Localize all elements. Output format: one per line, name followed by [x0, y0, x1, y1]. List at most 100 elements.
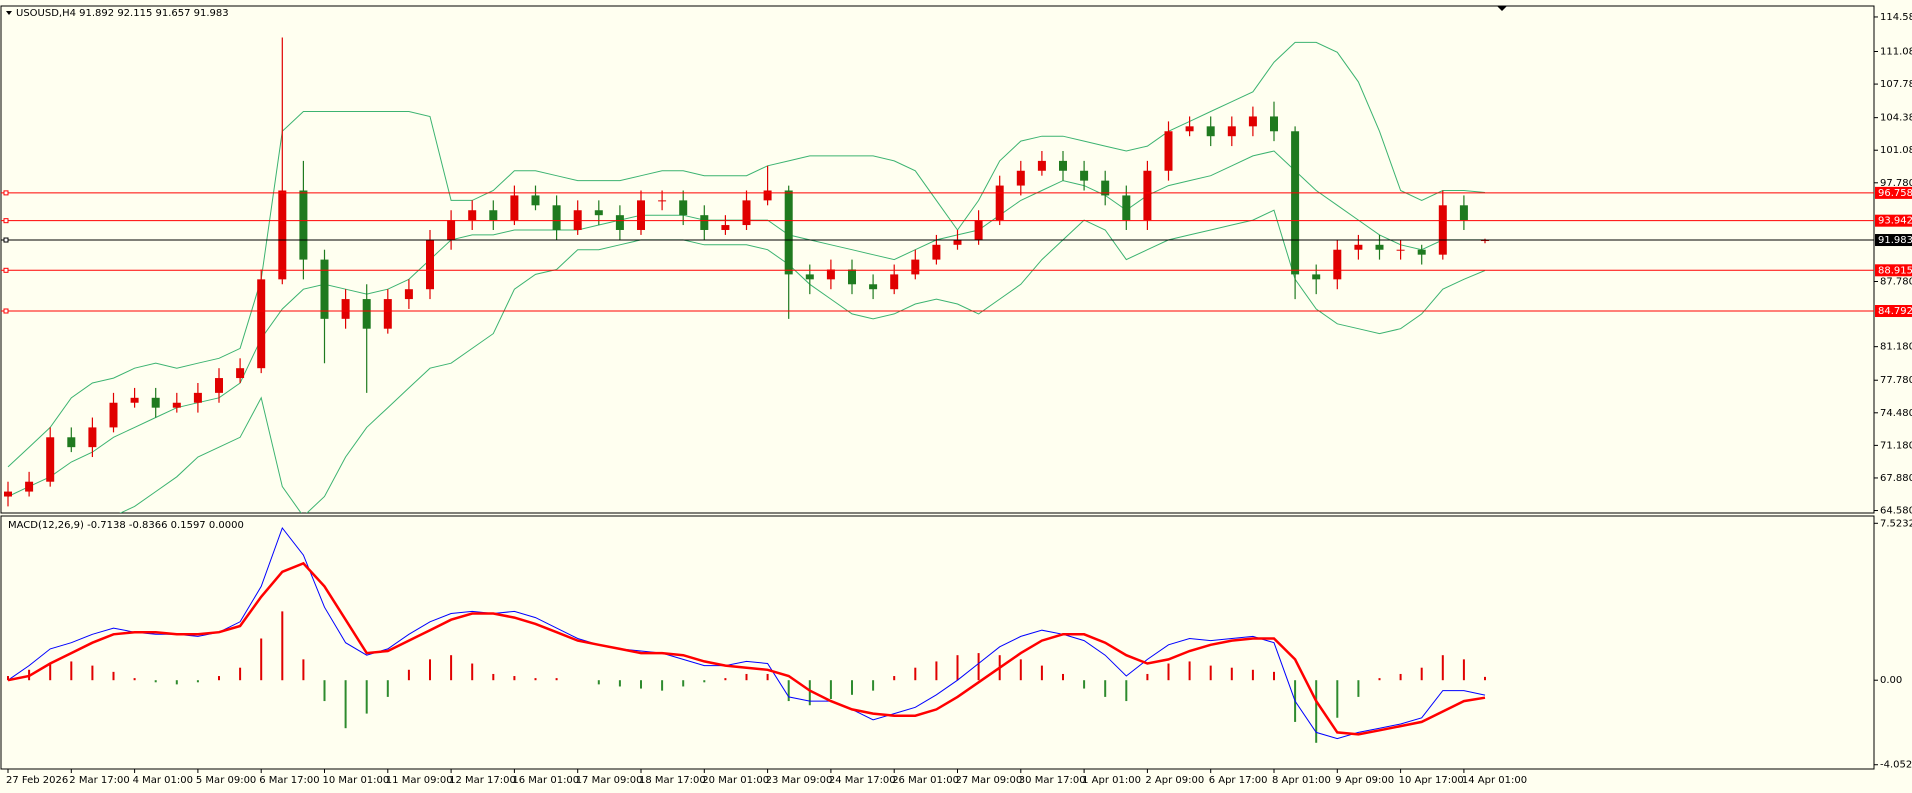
x-tick-label: 24 Mar 17:00 [829, 775, 896, 786]
candle-body [1185, 126, 1194, 132]
candle-body [1459, 205, 1468, 221]
x-tick-label: 30 Mar 17:00 [1019, 775, 1086, 786]
y-tick-label: 0.00 [1880, 675, 1902, 686]
candle-body [1143, 170, 1152, 221]
level-label: 91.983 [1878, 235, 1912, 246]
candle-body [932, 244, 941, 260]
y-tick-label: 107.780 [1880, 79, 1912, 90]
candle-body [1333, 249, 1342, 280]
plot-area [4, 37, 1489, 513]
candle-body [763, 190, 772, 201]
candle-body [1291, 131, 1300, 275]
candle-body [742, 200, 751, 226]
candle-body [637, 200, 645, 230]
candle-body [1016, 170, 1025, 186]
y-tick-label: -4.0526 [1880, 760, 1912, 771]
level-marker [3, 308, 9, 314]
candle-body [25, 481, 34, 492]
x-tick-label: 26 Mar 01:00 [892, 775, 959, 786]
candle-body [531, 195, 540, 206]
candle-body [278, 190, 287, 280]
x-tick-label: 9 Apr 09:00 [1335, 775, 1394, 786]
candle-body [552, 205, 561, 230]
candle-body [88, 427, 97, 448]
x-tick-label: 17 Mar 09:00 [576, 775, 643, 786]
y-tick-label: 111.080 [1880, 47, 1912, 58]
candle-body [257, 279, 266, 369]
candle-body [383, 299, 392, 329]
x-tick-label: 23 Mar 09:00 [766, 775, 833, 786]
y-tick-label: 104.380 [1880, 113, 1912, 124]
candle-body [320, 259, 329, 319]
candle-body [615, 215, 624, 230]
menu-triangle[interactable] [6, 11, 12, 15]
x-tick-label: 14 Apr 01:00 [1462, 775, 1527, 786]
candle-body [1206, 126, 1215, 137]
candle-body [1270, 116, 1278, 132]
candle-body [890, 274, 899, 290]
level-label: 84.792 [1878, 306, 1912, 317]
candle-body [1164, 131, 1173, 171]
level-marker [3, 237, 9, 243]
x-tick-label: 4 Mar 01:00 [133, 775, 193, 786]
shift-marker [1497, 6, 1507, 11]
candle-body [447, 220, 456, 240]
candle-body [869, 284, 878, 290]
candle-body [826, 269, 835, 280]
level-label: 93.942 [1878, 216, 1912, 227]
candle-body [236, 368, 245, 379]
candle-body [784, 190, 793, 275]
candle-body [573, 210, 582, 230]
candle-body [679, 200, 688, 216]
y-tick-label: 67.880 [1880, 473, 1912, 484]
macd-line [7, 526, 1486, 740]
candle-body [1417, 249, 1426, 255]
level-label-bg [1875, 214, 1912, 227]
x-tick-label: 1 Apr 01:00 [1082, 775, 1141, 786]
candle-body [404, 289, 413, 300]
candle-body [911, 259, 920, 275]
candle-body [805, 274, 814, 280]
candle-body [658, 200, 667, 202]
candle-body [974, 220, 983, 240]
x-tick-label: 8 Apr 01:00 [1272, 775, 1331, 786]
level-label: 96.758 [1878, 188, 1912, 199]
x-tick-label: 2 Mar 17:00 [69, 775, 129, 786]
x-tick-label: 27 Feb 2026 [6, 775, 68, 786]
candle-body [362, 299, 371, 329]
candle-body [4, 491, 12, 497]
candle-body [109, 402, 118, 428]
y-tick-label: 114.580 [1880, 12, 1912, 23]
macd-line [7, 561, 1486, 736]
candle-body [130, 397, 139, 403]
y-tick-label: 74.480 [1880, 408, 1912, 419]
level-label: 88.915 [1878, 265, 1912, 276]
x-tick-label: 16 Mar 01:00 [512, 775, 579, 786]
candle-body [1438, 205, 1447, 255]
x-tick-label: 20 Mar 01:00 [702, 775, 769, 786]
x-tick-label: 6 Apr 17:00 [1209, 775, 1268, 786]
candle-body [594, 210, 603, 216]
x-tick-label: 27 Mar 09:00 [956, 775, 1023, 786]
x-tick-label: 2 Apr 09:00 [1145, 775, 1204, 786]
level-marker [3, 190, 9, 196]
candle-body [1101, 180, 1110, 196]
y-tick-label: 81.180 [1880, 342, 1912, 353]
x-tick-label: 12 Mar 17:00 [449, 775, 516, 786]
candle-body [1037, 160, 1046, 171]
x-tick-label: 11 Mar 09:00 [386, 775, 453, 786]
bollinger-band [7, 41, 1486, 468]
chart-title: USOUSD,H4 91.892 92.115 91.657 91.983 [16, 8, 229, 19]
candle-body [489, 210, 498, 221]
candle-body [510, 195, 519, 221]
x-tick-label: 6 Mar 17:00 [259, 775, 319, 786]
candle-body [426, 239, 434, 290]
level-marker [3, 218, 9, 224]
x-tick-label: 18 Mar 17:00 [639, 775, 706, 786]
candle-body [1227, 126, 1236, 137]
y-tick-label: 101.080 [1880, 145, 1912, 156]
y-tick-label: 87.780 [1880, 277, 1912, 288]
candle-body [1375, 244, 1384, 250]
